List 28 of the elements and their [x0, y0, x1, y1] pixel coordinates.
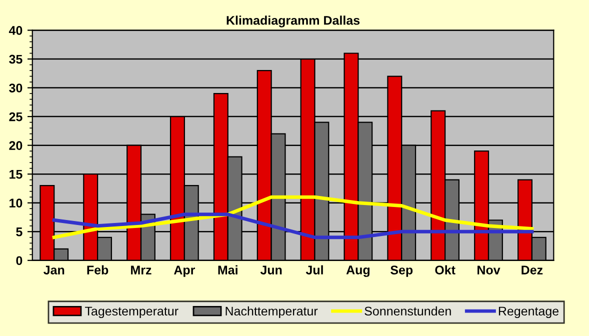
legend-label: Nachttemperatur: [226, 306, 318, 318]
legend-label: Tagestemperatur: [85, 306, 178, 318]
x-tick-label: Mai: [218, 265, 238, 274]
y-tick-label: 40: [8, 26, 22, 35]
y-tick-label: 0: [16, 256, 22, 266]
x-tick-label: Apr: [174, 266, 196, 277]
x-tick-label: Jun: [260, 266, 282, 274]
legend-label: Regentage: [498, 306, 559, 318]
x-tick-label: Aug: [346, 266, 370, 277]
x-tick-label: Jul: [306, 265, 323, 274]
line-series: [52, 212, 534, 240]
x-tick-label: Mrz: [131, 266, 152, 274]
x-tick-label: Nov: [478, 266, 500, 274]
line-series: [52, 195, 534, 240]
y-tick-label: 5: [16, 228, 22, 236]
y-tick-label: 20: [9, 141, 22, 150]
y-tick-label: 30: [9, 84, 22, 92]
y-tick-label: 25: [9, 112, 22, 122]
y-tick-label: 35: [9, 54, 22, 64]
legend-label: Sonnenstunden: [364, 306, 451, 316]
chart-title: Klimadiagramm Dallas: [226, 16, 360, 28]
x-tick-label: Dez: [522, 266, 543, 274]
x-tick-label: Okt: [435, 265, 456, 274]
y-tick-label: 10: [10, 198, 22, 208]
x-tick-label: Feb: [87, 265, 108, 274]
x-tick-label: Sep: [390, 266, 413, 277]
x-tick-label: Jan: [44, 266, 64, 274]
y-tick-label: 15: [10, 170, 22, 179]
